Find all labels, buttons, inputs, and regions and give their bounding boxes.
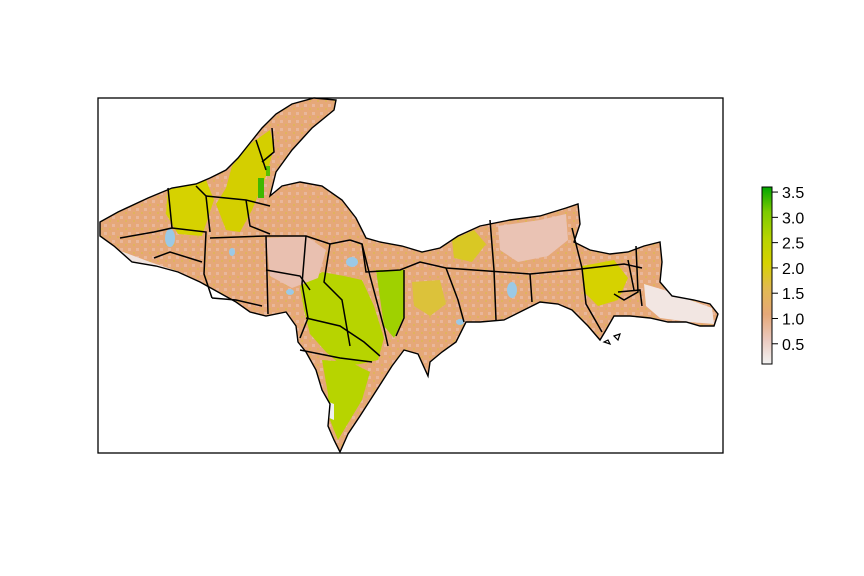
lake	[229, 248, 235, 256]
legend-tick-label: 1.0	[782, 311, 804, 328]
zone-pink-north	[498, 214, 568, 262]
lake	[165, 229, 175, 247]
lake	[346, 257, 358, 267]
legend-tick-label: 3.0	[782, 210, 804, 227]
legend-tick-label: 3.5	[782, 185, 804, 202]
lake	[286, 289, 294, 295]
zone-yellow-keweenaw	[216, 130, 274, 232]
zone-yellow-central	[300, 272, 384, 366]
zone-yellow-east	[582, 260, 628, 306]
legend-tick-label: 2.0	[782, 261, 804, 278]
zone-pink-central	[266, 236, 326, 288]
zone-yellow-west	[166, 180, 214, 236]
upper-peninsula-raster	[100, 98, 718, 452]
legend-tick-label: 1.5	[782, 286, 804, 303]
zone-green-strip	[376, 270, 404, 338]
lake	[507, 282, 517, 298]
legend-ticks: 0.5 1.0 1.5 2.0 2.5 3.0 3.5	[772, 185, 804, 354]
legend-tick-label: 2.5	[782, 236, 804, 253]
legend-color-bar	[761, 186, 773, 365]
zone-yellow-mid	[412, 280, 446, 316]
zone-green-cells	[258, 178, 264, 198]
color-legend: 0.5 1.0 1.5 2.0 2.5 3.0 3.5	[761, 185, 804, 365]
plot-frame	[97, 97, 724, 454]
zone-pale-east-tip	[644, 284, 714, 324]
islands	[602, 333, 621, 346]
lake	[456, 319, 464, 325]
county-boundaries	[119, 127, 643, 363]
zone-yellow-north-east	[452, 230, 486, 262]
legend-tick-label: 0.5	[782, 337, 804, 354]
